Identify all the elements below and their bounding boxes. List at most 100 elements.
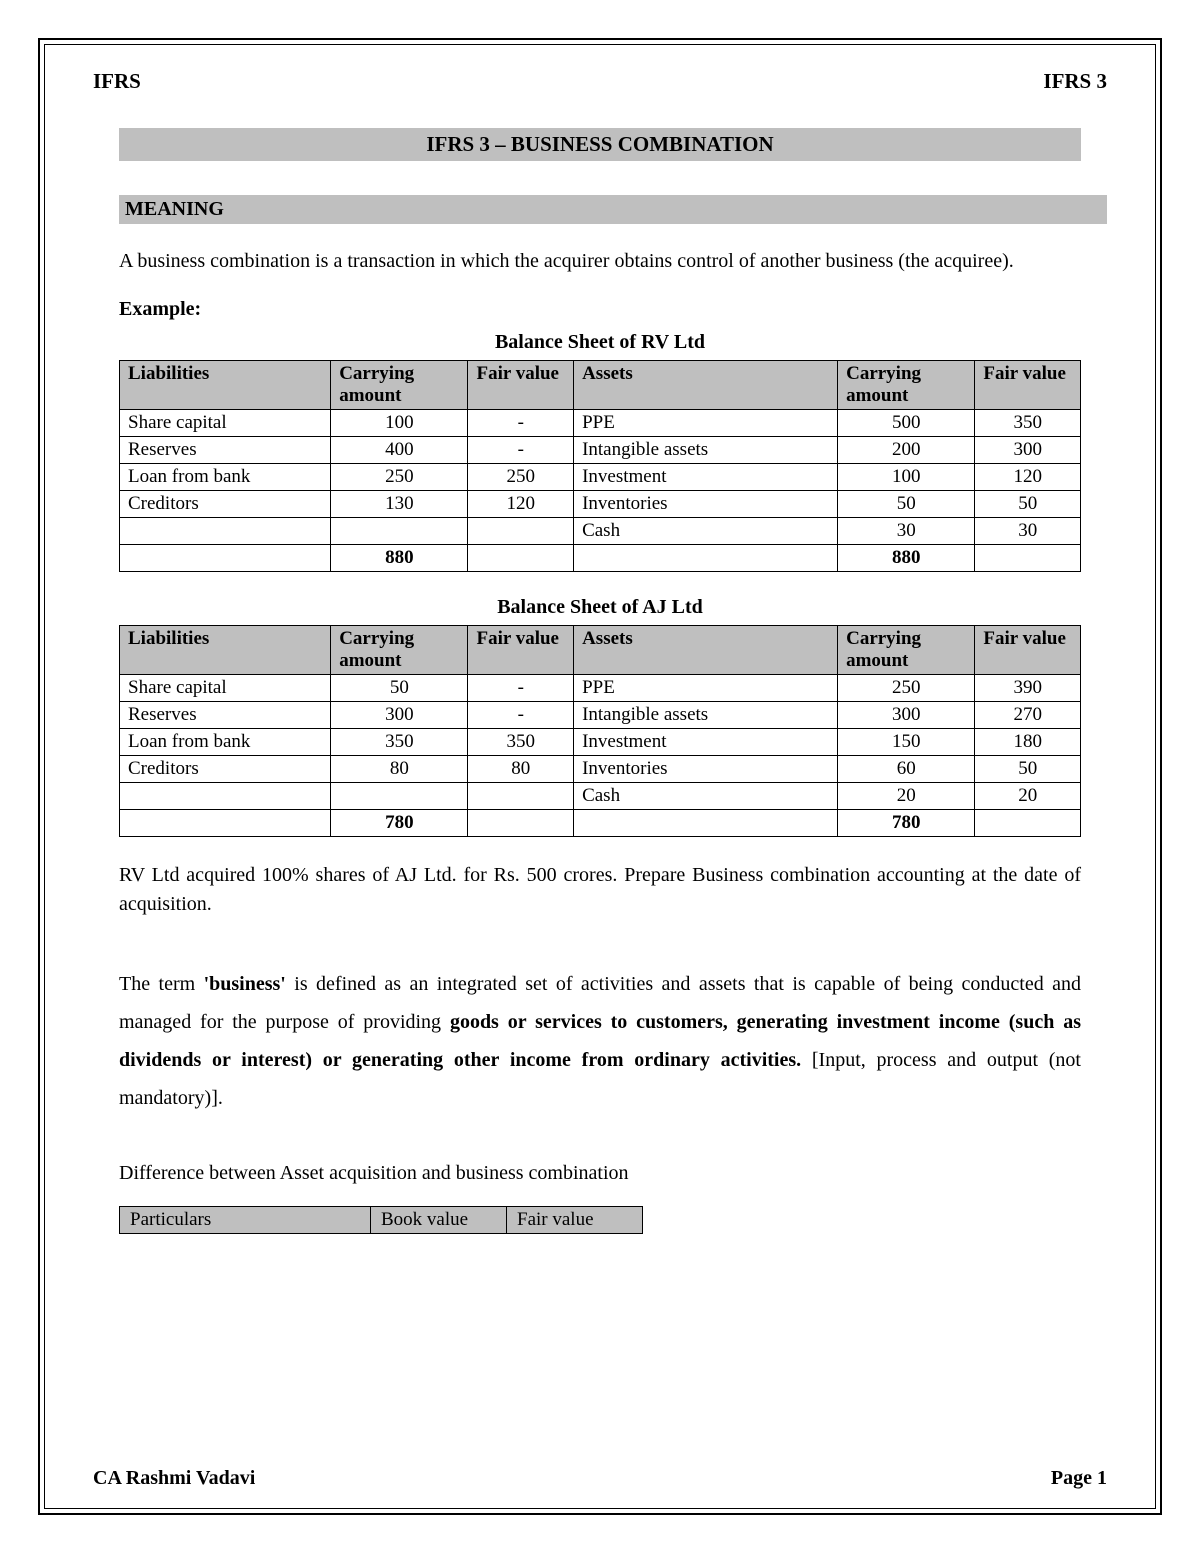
table-total-cell [574,810,838,837]
table-aj-title: Balance Sheet of AJ Ltd [93,596,1107,619]
table-header-cell: Assets [574,361,838,410]
def-pre: The term [119,973,204,995]
table-cell: 300 [838,702,975,729]
table-header-cell: Fair value [975,626,1081,675]
table-cell: Investment [574,729,838,756]
inner-border: IFRS IFRS 3 IFRS 3 – BUSINESS COMBINATIO… [44,44,1156,1509]
meaning-paragraph: A business combination is a transaction … [119,242,1081,280]
table-cell: 350 [975,410,1081,437]
table-cell: 200 [838,437,975,464]
outer-border: IFRS IFRS 3 IFRS 3 – BUSINESS COMBINATIO… [38,38,1162,1515]
table-cell [468,783,574,810]
difference-heading: Difference between Asset acquisition and… [119,1159,1081,1188]
page: IFRS IFRS 3 IFRS 3 – BUSINESS COMBINATIO… [0,0,1200,1553]
table-cell: 50 [975,491,1081,518]
table-cell: 270 [975,702,1081,729]
table-cell: PPE [574,675,838,702]
table-header-cell: Liabilities [120,361,331,410]
table-cell: 30 [838,518,975,545]
table-cell: PPE [574,410,838,437]
page-footer: CA Rashmi Vadavi Page 1 [93,1467,1107,1490]
table-cell: Intangible assets [574,702,838,729]
table-cell: Creditors [120,491,331,518]
table-cell: 120 [468,491,574,518]
table-cell: 150 [838,729,975,756]
diff-table-header-cell: Book value [371,1207,507,1234]
table-header-cell: Fair value [468,626,574,675]
table-cell: Share capital [120,410,331,437]
table-cell: 300 [975,437,1081,464]
table-cell: 50 [331,675,468,702]
table-header-cell: Carrying amount [331,361,468,410]
table-cell: 180 [975,729,1081,756]
table-total-cell: 880 [838,545,975,572]
table-cell: 300 [331,702,468,729]
definition-paragraph: The term 'business' is defined as an int… [119,965,1081,1117]
table-total-cell [975,810,1081,837]
table-cell: 400 [331,437,468,464]
def-term: 'business' [204,973,286,995]
table-cell: 250 [468,464,574,491]
table-total-cell [468,545,574,572]
table-header-cell: Fair value [468,361,574,410]
table-cell: Reserves [120,702,331,729]
table-total-cell [120,810,331,837]
table-cell: 100 [838,464,975,491]
table-cell: 250 [838,675,975,702]
diff-table-header-cell: Particulars [120,1207,371,1234]
table-cell: - [468,410,574,437]
table-cell: 120 [975,464,1081,491]
table-header-cell: Liabilities [120,626,331,675]
table-cell: 20 [975,783,1081,810]
table-cell [120,783,331,810]
table-cell [331,783,468,810]
table-total-cell [574,545,838,572]
acquisition-paragraph: RV Ltd acquired 100% shares of AJ Ltd. f… [119,861,1081,919]
table-cell: 20 [838,783,975,810]
table-total-cell: 880 [331,545,468,572]
balance-sheet-aj: LiabilitiesCarrying amountFair valueAsse… [119,625,1081,837]
table-cell: 80 [331,756,468,783]
table-cell: Investment [574,464,838,491]
footer-author: CA Rashmi Vadavi [93,1467,255,1490]
table-cell: - [468,702,574,729]
table-cell: Loan from bank [120,729,331,756]
table-cell: 130 [331,491,468,518]
footer-page: Page 1 [1051,1467,1107,1490]
table-cell: Creditors [120,756,331,783]
table-cell: Inventories [574,491,838,518]
table-header-cell: Carrying amount [838,361,975,410]
spacer [93,937,1107,965]
table-cell: 50 [838,491,975,518]
table-cell: 50 [975,756,1081,783]
table-total-cell [120,545,331,572]
balance-sheet-rv: LiabilitiesCarrying amountFair valueAsse… [119,360,1081,572]
table-cell: 500 [838,410,975,437]
table-cell: 60 [838,756,975,783]
table-cell: 80 [468,756,574,783]
table-cell: - [468,675,574,702]
table-cell: Inventories [574,756,838,783]
table-cell: Share capital [120,675,331,702]
table-header-cell: Assets [574,626,838,675]
table-cell: Intangible assets [574,437,838,464]
table-total-cell: 780 [838,810,975,837]
table-cell [468,518,574,545]
table-cell [331,518,468,545]
example-label: Example: [119,298,1081,321]
header-right: IFRS 3 [1043,69,1107,94]
table-total-cell [975,545,1081,572]
table-cell: 30 [975,518,1081,545]
table-cell: 350 [331,729,468,756]
table-rv-title: Balance Sheet of RV Ltd [93,331,1107,354]
table-cell [120,518,331,545]
section-heading-meaning: MEANING [119,195,1107,224]
table-cell: Loan from bank [120,464,331,491]
table-header-cell: Fair value [975,361,1081,410]
table-header-cell: Carrying amount [331,626,468,675]
table-cell: 390 [975,675,1081,702]
table-total-cell [468,810,574,837]
table-cell: Cash [574,518,838,545]
header-left: IFRS [93,69,141,94]
table-cell: Cash [574,783,838,810]
